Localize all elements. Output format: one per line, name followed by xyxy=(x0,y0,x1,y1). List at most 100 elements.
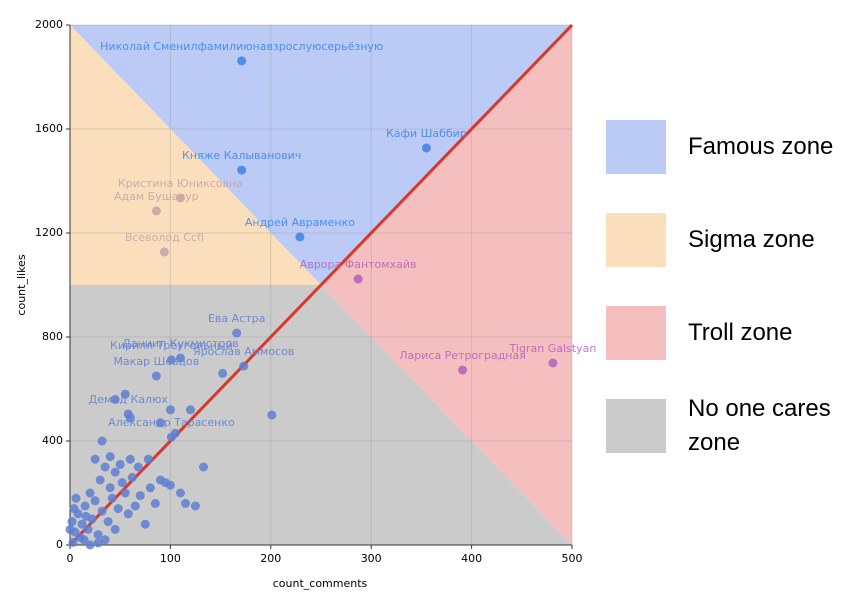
point xyxy=(81,511,91,521)
point xyxy=(267,410,277,420)
point xyxy=(110,524,120,534)
point xyxy=(90,496,100,506)
point xyxy=(105,483,115,493)
point xyxy=(295,232,305,242)
legend-label: No one cares zone xyxy=(688,394,831,456)
legend-swatch xyxy=(606,305,666,360)
point xyxy=(97,506,107,516)
point-label: Tigran Galstyan xyxy=(509,342,597,355)
x-tick-label: 200 xyxy=(260,552,281,565)
point xyxy=(71,493,81,503)
point xyxy=(165,480,175,490)
y-axis-label: count_likes xyxy=(15,254,28,315)
point xyxy=(107,493,117,503)
legend-label: Troll zone xyxy=(688,318,793,346)
point xyxy=(90,454,100,464)
point xyxy=(180,498,190,508)
y-tick-label: 2000 xyxy=(35,18,63,31)
point-label: Демид Калюх xyxy=(89,393,169,406)
point xyxy=(143,454,153,464)
zone xyxy=(70,25,321,285)
point xyxy=(125,454,135,464)
point xyxy=(199,462,209,472)
point xyxy=(85,488,95,498)
point xyxy=(67,517,77,527)
point xyxy=(100,535,110,545)
point xyxy=(120,488,130,498)
point xyxy=(68,537,78,547)
point xyxy=(165,405,175,415)
x-tick-label: 100 xyxy=(160,552,181,565)
zone xyxy=(70,285,572,545)
point xyxy=(140,519,150,529)
point xyxy=(115,459,125,469)
point xyxy=(175,488,185,498)
point xyxy=(100,462,110,472)
zone xyxy=(70,25,572,285)
point xyxy=(353,274,363,284)
point xyxy=(120,389,130,399)
point xyxy=(95,475,105,485)
point xyxy=(548,358,558,368)
point-label: Андрей Авраменко xyxy=(245,216,355,229)
point xyxy=(133,462,143,472)
point xyxy=(125,413,135,423)
point xyxy=(65,524,75,534)
point xyxy=(135,491,145,501)
point xyxy=(166,355,176,365)
point xyxy=(151,206,161,216)
point xyxy=(113,504,123,514)
point xyxy=(458,365,468,375)
point xyxy=(110,394,120,404)
point xyxy=(145,483,155,493)
legend-swatch xyxy=(606,119,666,174)
legend-label: Sigma zone xyxy=(688,225,815,253)
point xyxy=(123,509,133,519)
point xyxy=(130,501,140,511)
point xyxy=(93,538,103,548)
point xyxy=(103,517,113,527)
y-tick-label: 0 xyxy=(56,538,63,551)
point-label: Николай Сменилфамилиюнавзрослуюсерьёзную xyxy=(100,40,383,53)
point-label: Александр Тарасенко xyxy=(108,416,235,429)
point xyxy=(105,452,115,462)
legend-swatch xyxy=(606,212,666,267)
y-tick-label: 1600 xyxy=(35,122,63,135)
point xyxy=(151,371,161,381)
point xyxy=(110,467,120,477)
point-label: Кирилл Треугольный xyxy=(110,339,233,352)
point-label: Аврора Фантомхайв xyxy=(300,258,417,271)
legend: Famous zone Sigma zone Troll zone No one ca… xyxy=(606,100,864,472)
point xyxy=(239,361,249,371)
point xyxy=(232,328,242,338)
y-tick-label: 1200 xyxy=(35,226,63,239)
point-label: Ярослав Аммосов xyxy=(193,345,294,358)
point-label: Кристина Юниксовна xyxy=(118,177,243,190)
x-axis-label: count_comments xyxy=(273,577,368,590)
point xyxy=(175,193,185,203)
legend-item: Sigma zone xyxy=(606,193,864,286)
point xyxy=(218,368,228,378)
legend-item: Troll zone xyxy=(606,286,864,379)
point-label: Княже Калыванович xyxy=(182,149,301,162)
point-label: Кафи Шаббир xyxy=(386,127,467,140)
x-tick-label: 400 xyxy=(461,552,482,565)
zone xyxy=(321,25,572,545)
point xyxy=(421,143,431,153)
point xyxy=(83,524,93,534)
y-tick-label: 400 xyxy=(42,434,63,447)
point-label: Макар Шевцов xyxy=(113,355,199,368)
point xyxy=(191,501,200,511)
point xyxy=(79,535,89,545)
point xyxy=(237,56,247,66)
point xyxy=(170,428,180,438)
x-tick-label: 0 xyxy=(67,552,74,565)
legend-item: Famous zone xyxy=(606,100,864,193)
x-tick-label: 300 xyxy=(361,552,382,565)
point-label: Даниил Кухмистров xyxy=(122,337,238,350)
x-tick-label: 500 xyxy=(562,552,583,565)
point xyxy=(150,498,160,508)
legend-item: No one cares zone xyxy=(606,379,864,472)
point xyxy=(93,530,103,540)
y-tick-label: 800 xyxy=(42,330,63,343)
